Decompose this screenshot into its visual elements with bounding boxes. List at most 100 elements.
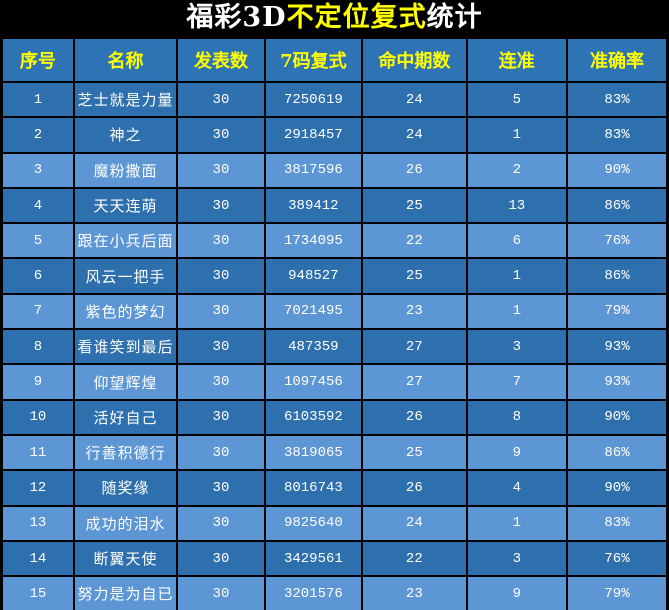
cell-hits: 24: [361, 504, 468, 542]
cell-published: 30: [176, 433, 266, 472]
column-header-seq: 序号: [0, 36, 75, 83]
cell-name: 风云一把手: [72, 257, 179, 295]
cell-streak: 2: [465, 151, 569, 189]
cell-accuracy: 83%: [566, 80, 669, 119]
cell-streak: 3: [465, 328, 569, 366]
cell-compound: 9825640: [263, 504, 364, 542]
table-row: 10 活好自己 30 6103592 26 8 90%: [0, 398, 669, 436]
cell-seq: 2: [0, 116, 75, 154]
cell-streak: 5: [465, 80, 569, 119]
column-header-streak: 连准: [465, 36, 569, 83]
cell-name: 跟在小兵后面: [72, 222, 179, 260]
table-row: 12 随奖缘 30 8016743 26 4 90%: [0, 469, 669, 507]
table-row: 5 跟在小兵后面 30 1734095 22 6 76%: [0, 222, 669, 260]
cell-hits: 24: [361, 80, 468, 119]
cell-name: 天天连萌: [72, 186, 179, 225]
cell-streak: 9: [465, 575, 569, 610]
cell-seq: 6: [0, 257, 75, 295]
cell-accuracy: 83%: [566, 116, 669, 154]
cell-compound: 487359: [263, 328, 364, 366]
cell-accuracy: 76%: [566, 539, 669, 578]
cell-compound: 3429561: [263, 539, 364, 578]
cell-accuracy: 93%: [566, 328, 669, 366]
cell-published: 30: [176, 363, 266, 401]
cell-accuracy: 93%: [566, 363, 669, 401]
cell-streak: 1: [465, 292, 569, 331]
cell-published: 30: [176, 80, 266, 119]
cell-published: 30: [176, 575, 266, 610]
cell-streak: 6: [465, 222, 569, 260]
cell-published: 30: [176, 151, 266, 189]
cell-hits: 23: [361, 292, 468, 331]
table-row: 1 芝士就是力量 30 7250619 24 5 83%: [0, 80, 669, 119]
cell-published: 30: [176, 469, 266, 507]
cell-name: 芝士就是力量: [72, 80, 179, 119]
cell-seq: 8: [0, 328, 75, 366]
cell-streak: 9: [465, 433, 569, 472]
cell-seq: 14: [0, 539, 75, 578]
table-row: 7 紫色的梦幻 30 7021495 23 1 79%: [0, 292, 669, 331]
stats-table-body: 1 芝士就是力量 30 7250619 24 5 83% 2 神之 30 2918457 24 1 83%…: [0, 80, 669, 610]
cell-compound: 2918457: [263, 116, 364, 154]
stats-table: 序号 名称 发表数 7码复式 命中期数 连准 准确率 1 芝士就是力量 30 7250…: [0, 36, 669, 610]
table-row: 4 天天连萌 30 389412 25 13 86%: [0, 186, 669, 225]
cell-streak: 13: [465, 186, 569, 225]
cell-hits: 27: [361, 328, 468, 366]
cell-seq: 11: [0, 433, 75, 472]
table-row: 11 行善积德行 30 3819065 25 9 86%: [0, 433, 669, 472]
cell-seq: 4: [0, 186, 75, 225]
cell-name: 努力是为自已: [72, 575, 179, 610]
cell-compound: 3819065: [263, 433, 364, 472]
cell-hits: 27: [361, 363, 468, 401]
cell-accuracy: 90%: [566, 151, 669, 189]
table-row: 3 魔粉撒面 30 3817596 26 2 90%: [0, 151, 669, 189]
cell-published: 30: [176, 116, 266, 154]
table-row: 15 努力是为自已 30 3201576 23 9 79%: [0, 575, 669, 610]
table-row: 13 成功的泪水 30 9825640 24 1 83%: [0, 504, 669, 542]
cell-hits: 22: [361, 222, 468, 260]
cell-published: 30: [176, 328, 266, 366]
cell-accuracy: 90%: [566, 469, 669, 507]
table-row: 14 断翼天使 30 3429561 22 3 76%: [0, 539, 669, 578]
cell-streak: 8: [465, 398, 569, 436]
column-header-accuracy: 准确率: [566, 36, 669, 83]
cell-hits: 24: [361, 116, 468, 154]
cell-published: 30: [176, 186, 266, 225]
title-highlight: 不定位复式: [286, 2, 427, 33]
title-prefix: 福彩3D: [186, 2, 287, 33]
cell-accuracy: 86%: [566, 257, 669, 295]
cell-published: 30: [176, 539, 266, 578]
cell-seq: 10: [0, 398, 75, 436]
cell-name: 随奖缘: [72, 469, 179, 507]
cell-accuracy: 79%: [566, 575, 669, 610]
table-row: 9 仰望辉煌 30 1097456 27 7 93%: [0, 363, 669, 401]
cell-name: 神之: [72, 116, 179, 154]
cell-seq: 15: [0, 575, 75, 610]
cell-streak: 1: [465, 257, 569, 295]
header-row: 序号 名称 发表数 7码复式 命中期数 连准 准确率: [0, 36, 669, 83]
cell-compound: 948527: [263, 257, 364, 295]
cell-published: 30: [176, 504, 266, 542]
cell-hits: 26: [361, 398, 468, 436]
cell-hits: 25: [361, 257, 468, 295]
cell-compound: 1097456: [263, 363, 364, 401]
cell-name: 魔粉撒面: [72, 151, 179, 189]
cell-hits: 23: [361, 575, 468, 610]
cell-seq: 9: [0, 363, 75, 401]
cell-name: 仰望辉煌: [72, 363, 179, 401]
column-header-hits: 命中期数: [361, 36, 468, 83]
cell-published: 30: [176, 398, 266, 436]
cell-name: 紫色的梦幻: [72, 292, 179, 331]
table-row: 8 看谁笑到最后 30 487359 27 3 93%: [0, 328, 669, 366]
cell-hits: 26: [361, 151, 468, 189]
cell-published: 30: [176, 257, 266, 295]
cell-hits: 22: [361, 539, 468, 578]
cell-accuracy: 83%: [566, 504, 669, 542]
cell-streak: 1: [465, 116, 569, 154]
cell-seq: 1: [0, 80, 75, 119]
cell-streak: 3: [465, 539, 569, 578]
cell-accuracy: 76%: [566, 222, 669, 260]
cell-seq: 7: [0, 292, 75, 331]
cell-hits: 25: [361, 433, 468, 472]
